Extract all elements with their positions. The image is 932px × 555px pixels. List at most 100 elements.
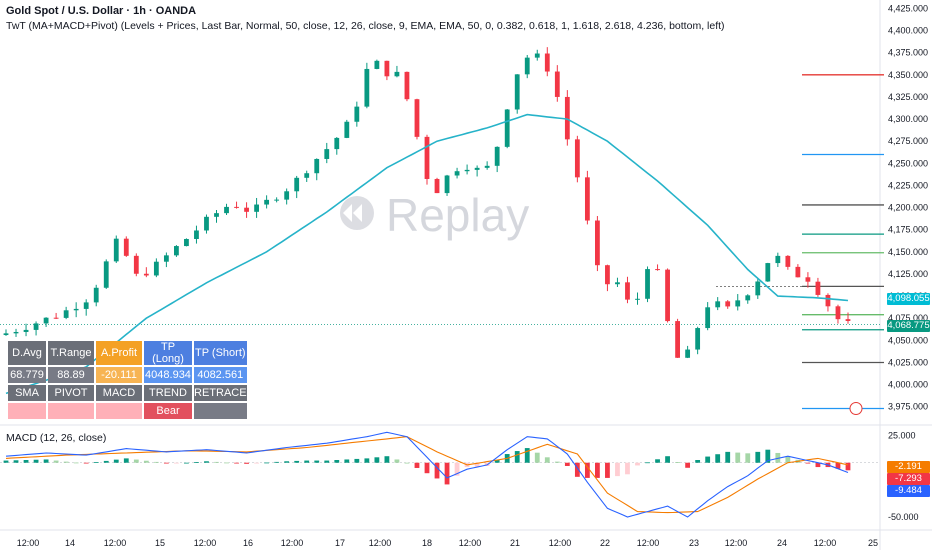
y-tick-label: 4,400.000 [888,26,928,36]
macd-histogram-bar [434,462,440,479]
y-tick-label: 4,200.000 [888,203,928,213]
table-cell: T.Range [48,341,94,365]
macd-histogram-bar [615,462,620,477]
candle-body [174,246,179,256]
candle-body [384,60,390,77]
x-tick-label: 12:00 [814,538,837,548]
candle-body [605,265,610,285]
candle-body [685,349,691,358]
candle-body [73,308,79,311]
macd-histogram-bar [374,457,380,463]
replay-watermark: Replay [340,189,529,241]
macd-histogram-bar [675,462,680,463]
x-tick-label: 12:00 [369,538,392,548]
candle-body [755,281,761,296]
table-cell: SMA [8,385,46,401]
macd-histogram-bar [444,462,450,485]
table-cell [194,403,247,419]
x-tick-label: 17 [335,538,345,548]
macd-histogram-bar [494,460,500,463]
last-price-tag: 4,068.775 [887,320,930,332]
candle-body [735,300,741,307]
macd-histogram-bar [595,462,600,478]
table-cell: PIVOT [48,385,94,401]
macd-histogram-bar [53,460,59,463]
x-tick-label: 12:00 [549,538,572,548]
y-tick-label: 4,425.000 [888,3,928,13]
candle-body [334,137,340,150]
candle-body [3,333,9,336]
table-cell [8,403,46,419]
macd-histogram-bar [695,460,701,463]
macd-histogram-bar [554,461,560,463]
table-cell: D.Avg [8,341,46,365]
table-row: SMA PIVOT MACD TREND RETRACE [8,385,247,401]
candle-body [504,109,510,147]
candle-body [324,149,330,159]
candle-body [43,317,49,324]
table-cell: 4048.934 [144,367,192,383]
candle-body [354,106,360,122]
candle-body [635,298,640,300]
macd-histogram-bar [414,462,420,468]
y-tick-label: 4,175.000 [888,225,928,235]
candle-body [244,207,249,212]
x-tick-label: 25 [868,538,878,548]
macd-histogram-bar [184,462,189,464]
macd-histogram-bar [454,462,460,476]
macd-histogram-bar [23,460,29,463]
table-cell: TP (Short) [194,341,247,365]
candle-body [204,216,209,231]
table-cell: -20.111 [96,367,142,383]
table-cell: 88.89 [48,367,94,383]
candle-body [564,96,570,140]
candle-body [675,321,680,358]
y-tick-label: 4,300.000 [888,114,928,124]
candle-body [344,121,350,138]
candle-body [133,255,139,274]
macd-histogram-bar [665,456,670,463]
macd-histogram-bar [394,459,400,463]
candle-body [805,277,811,282]
x-tick-label: 24 [777,538,787,548]
macd-hist-tag: -7.293 [887,473,930,485]
macd-histogram-bar [3,460,9,463]
ema-line [5,113,849,395]
chart-title[interactable]: Gold Spot / U.S. Dollar · 1h · OANDA [6,5,197,17]
y-tick-label: 4,075.000 [888,313,928,323]
candle-body [554,71,560,97]
candle-body [274,199,280,201]
candle-body [314,158,320,174]
macd-histogram-bar [153,461,159,463]
macd-histogram-bar [685,462,691,468]
macd-histogram-bar [715,454,721,463]
macd-legend[interactable]: MACD (12, 26, close) [6,432,107,444]
indicator-legend[interactable]: TwT (MA+MACD+Pivot) (Levels + Prices, La… [6,20,725,32]
macd-y-tick-label: -50.000 [888,512,919,522]
replay-icon-arrows [343,204,362,222]
candle-body [113,238,119,262]
candle-body [33,323,39,330]
candle-body [725,301,731,307]
x-tick-label: 18 [422,538,432,548]
macd-histogram-bar [234,462,239,464]
candle-body [584,177,590,221]
x-tick-label: 12:00 [459,538,482,548]
candle-body [163,255,169,262]
macd-histogram-bar [284,461,290,463]
x-tick-label: 12:00 [17,538,40,548]
macd-histogram-bar [424,462,430,474]
candle-body [294,177,300,192]
macd-histogram-bar [755,451,761,463]
candle-body [13,331,19,334]
candle-body [655,269,660,271]
macd-histogram-bar [143,460,149,463]
x-tick-label: 15 [155,538,165,548]
candle-body [194,230,199,239]
macd-signal-tag: -2.191 [887,461,930,473]
y-tick-label: 4,325.000 [888,92,928,102]
candle-body [184,238,189,247]
table-row: Bear [8,403,247,419]
